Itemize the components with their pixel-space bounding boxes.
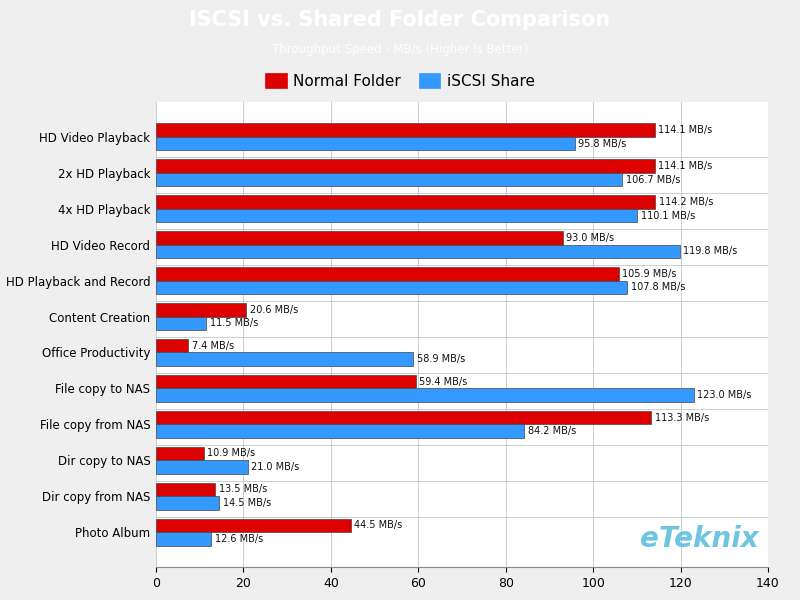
Text: 123.0 MB/s: 123.0 MB/s: [697, 390, 751, 400]
Bar: [156, 388, 694, 402]
Bar: [156, 460, 248, 474]
Bar: [156, 123, 654, 137]
Text: 93.0 MB/s: 93.0 MB/s: [566, 233, 614, 243]
Text: 13.5 MB/s: 13.5 MB/s: [218, 484, 266, 494]
Bar: [156, 159, 654, 173]
Legend: Normal Folder, iSCSI Share: Normal Folder, iSCSI Share: [259, 67, 541, 95]
Text: 21.0 MB/s: 21.0 MB/s: [251, 462, 299, 472]
Text: 84.2 MB/s: 84.2 MB/s: [527, 426, 576, 436]
Bar: [156, 482, 215, 496]
Text: 10.9 MB/s: 10.9 MB/s: [207, 448, 255, 458]
Bar: [156, 281, 627, 294]
Bar: [156, 245, 680, 258]
Text: 114.2 MB/s: 114.2 MB/s: [658, 197, 713, 207]
Bar: [156, 317, 206, 330]
Text: 11.5 MB/s: 11.5 MB/s: [210, 319, 258, 328]
Bar: [156, 303, 246, 317]
Bar: [156, 375, 416, 388]
Bar: [156, 173, 622, 187]
Bar: [156, 496, 219, 510]
Text: 114.1 MB/s: 114.1 MB/s: [658, 125, 713, 135]
Bar: [156, 137, 574, 151]
Text: 105.9 MB/s: 105.9 MB/s: [622, 269, 677, 279]
Text: 44.5 MB/s: 44.5 MB/s: [354, 520, 402, 530]
Text: 12.6 MB/s: 12.6 MB/s: [214, 534, 263, 544]
Bar: [156, 411, 651, 424]
Text: 106.7 MB/s: 106.7 MB/s: [626, 175, 680, 185]
Bar: [156, 424, 524, 438]
Text: eTeknix: eTeknix: [640, 525, 759, 553]
Text: 107.8 MB/s: 107.8 MB/s: [630, 283, 685, 292]
Text: 113.3 MB/s: 113.3 MB/s: [654, 413, 709, 422]
Bar: [156, 518, 350, 532]
Bar: [156, 231, 562, 245]
Text: 7.4 MB/s: 7.4 MB/s: [192, 341, 234, 350]
Bar: [156, 195, 655, 209]
Text: ISCSI vs. Shared Folder Comparison: ISCSI vs. Shared Folder Comparison: [190, 10, 610, 30]
Bar: [156, 532, 211, 546]
Text: 59.4 MB/s: 59.4 MB/s: [419, 377, 467, 386]
Text: Throughput Speed - MB/s (Higher Is Better): Throughput Speed - MB/s (Higher Is Bette…: [272, 43, 528, 56]
Bar: [156, 209, 638, 223]
Text: 14.5 MB/s: 14.5 MB/s: [223, 498, 271, 508]
Text: 58.9 MB/s: 58.9 MB/s: [417, 355, 466, 364]
Bar: [156, 352, 414, 366]
Text: 20.6 MB/s: 20.6 MB/s: [250, 305, 298, 314]
Text: 114.1 MB/s: 114.1 MB/s: [658, 161, 713, 171]
Bar: [156, 267, 619, 281]
Bar: [156, 446, 204, 460]
Text: 110.1 MB/s: 110.1 MB/s: [641, 211, 695, 221]
Text: 95.8 MB/s: 95.8 MB/s: [578, 139, 626, 149]
Bar: [156, 339, 188, 352]
Text: 119.8 MB/s: 119.8 MB/s: [683, 247, 738, 256]
